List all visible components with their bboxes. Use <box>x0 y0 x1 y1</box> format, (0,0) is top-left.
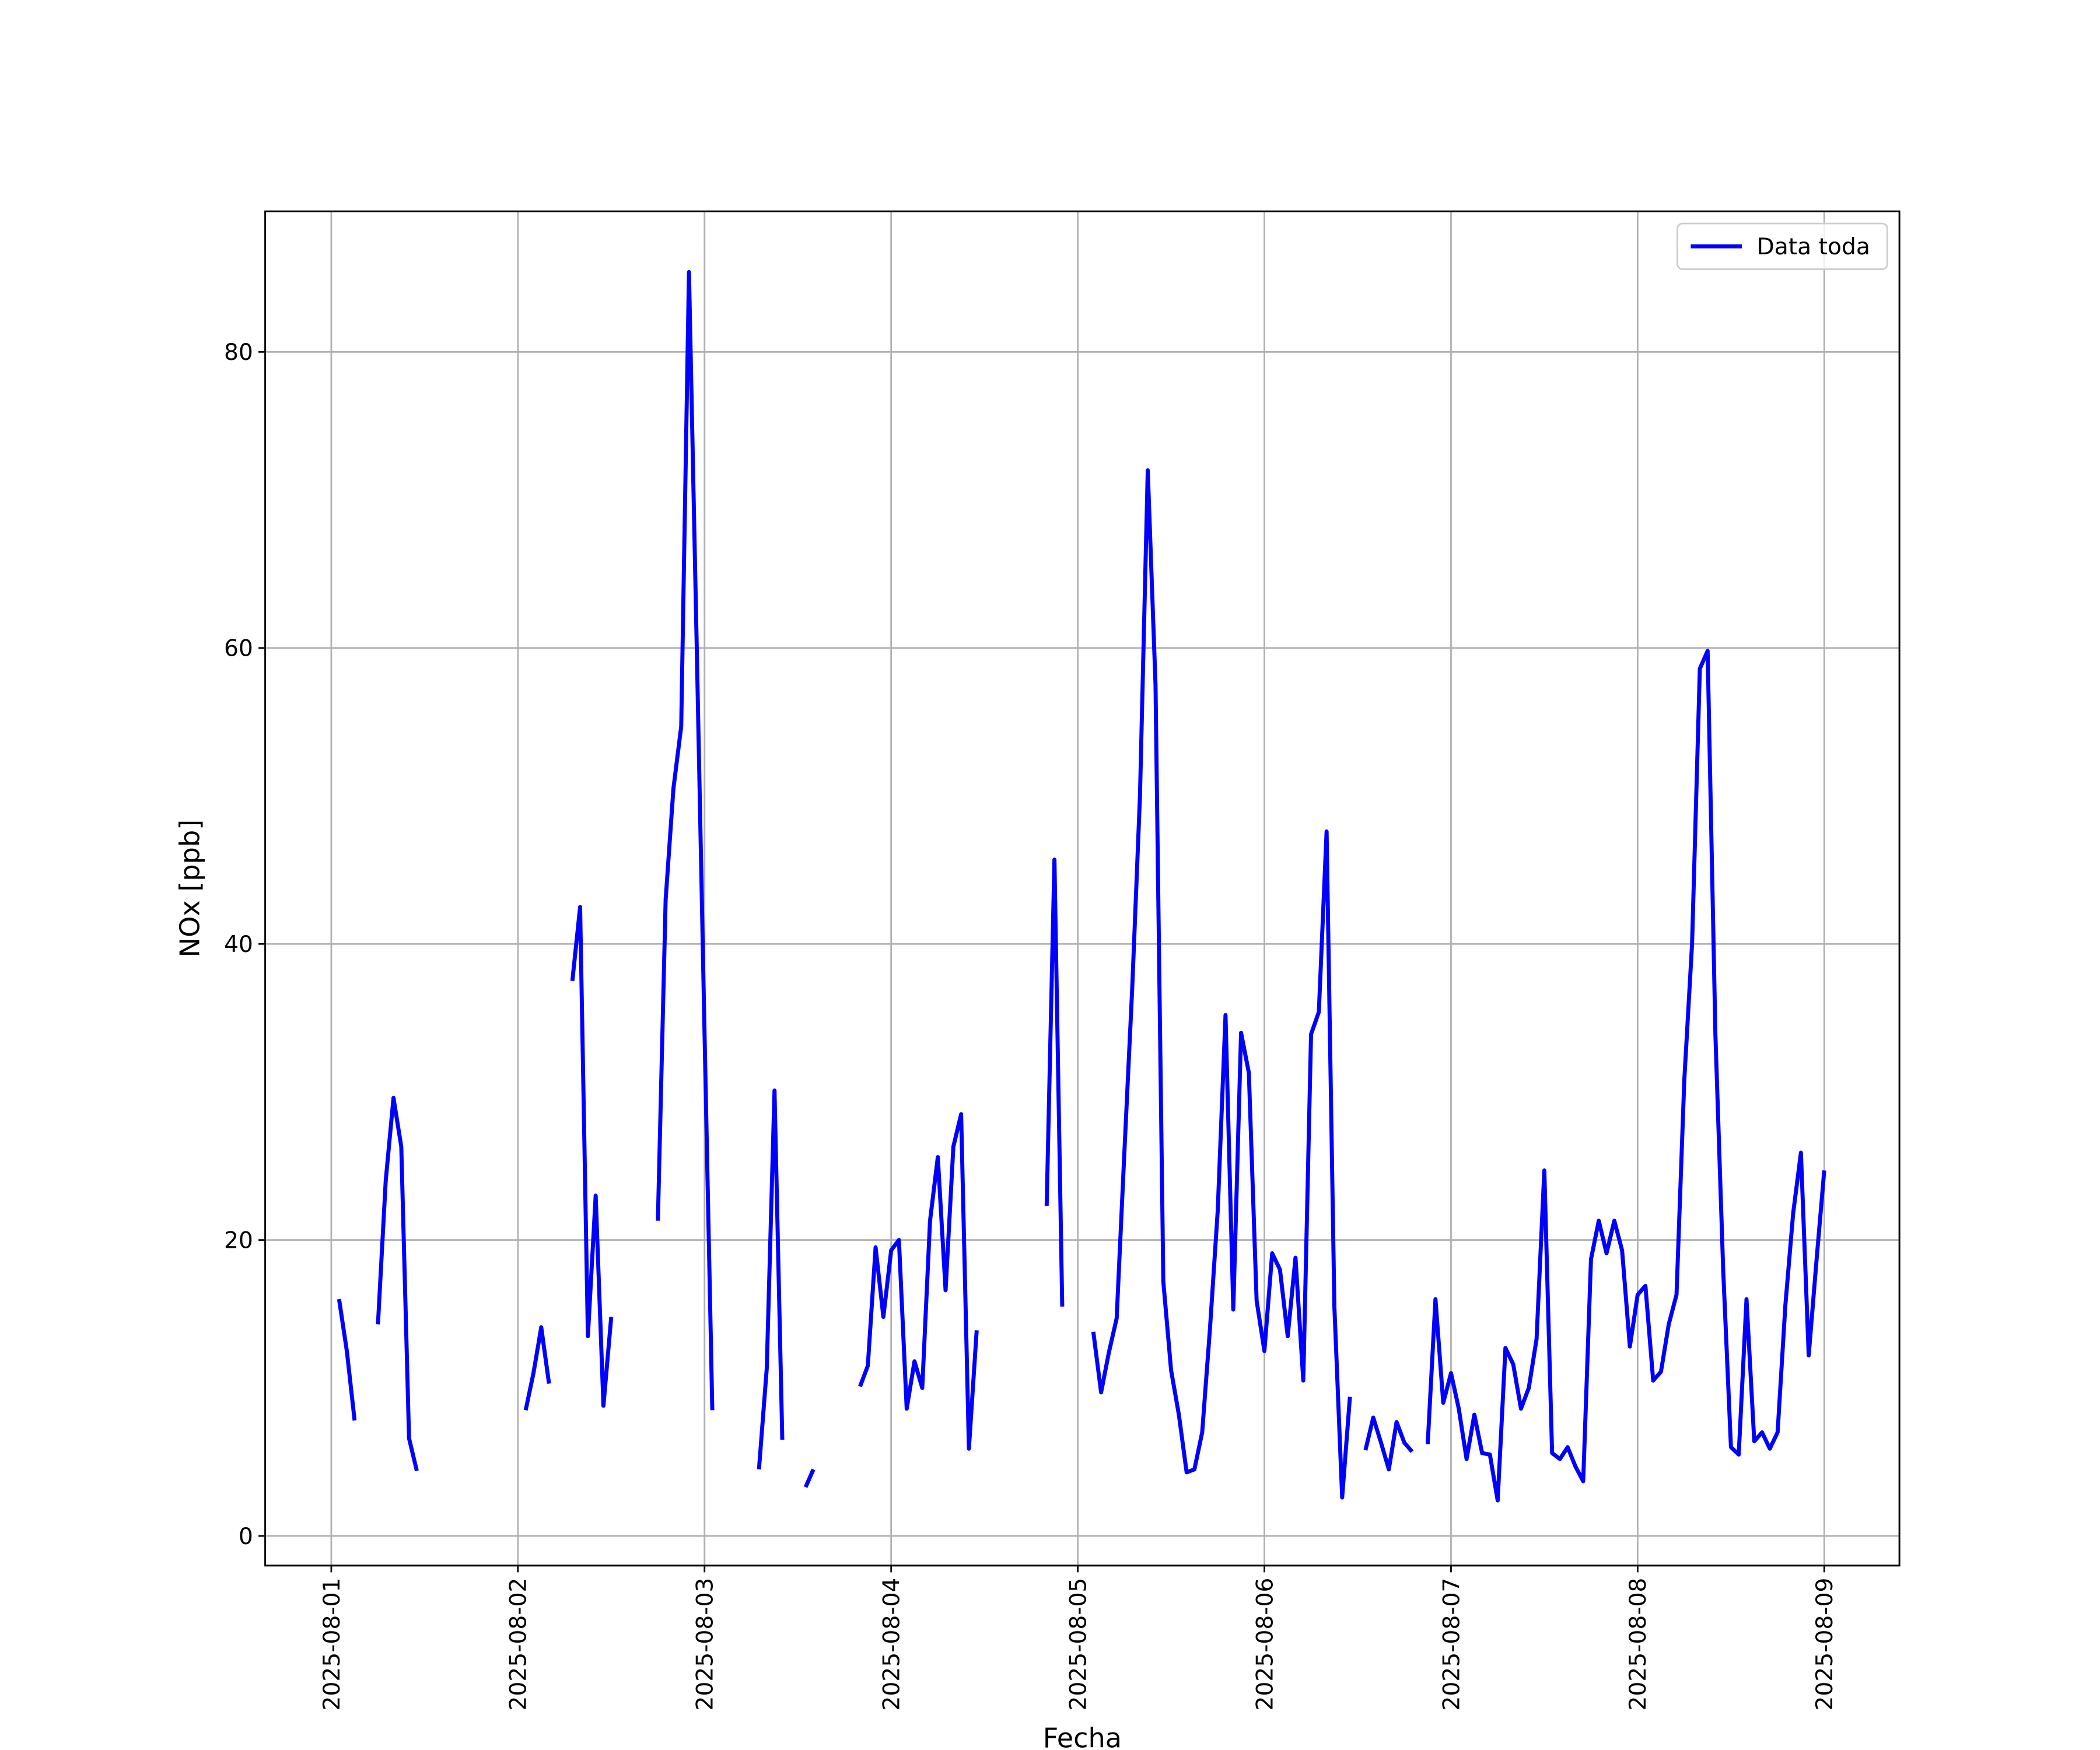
y-axis-label: NOx [ppb] <box>174 820 206 958</box>
marks <box>337 270 1826 1503</box>
x-tick-label: 2025-08-02 <box>506 1578 532 1711</box>
data-line <box>858 1112 979 1451</box>
data-line <box>1426 649 1826 1503</box>
data-line <box>1044 858 1065 1307</box>
x-tick-label: 2025-08-05 <box>1065 1578 1091 1711</box>
y-tick-label: 60 <box>224 636 253 662</box>
data-line <box>376 1096 419 1472</box>
y-tick-label: 20 <box>224 1228 253 1254</box>
y-tick-label: 40 <box>224 932 253 958</box>
x-axis-label: Fecha <box>1043 1722 1122 1750</box>
plot-frame <box>264 210 1901 1567</box>
y-tick-label: 80 <box>224 340 253 366</box>
x-tick-label: 2025-08-09 <box>1812 1578 1838 1711</box>
data-line <box>656 270 715 1410</box>
ticks: 0 20 40 60 80 2025-08-01 2025-08-02 2025-08-03 2… <box>224 340 1838 1710</box>
legend-label: Data toda <box>1757 234 1870 260</box>
x-tick-label: 2025-08-06 <box>1252 1578 1278 1711</box>
x-tick-label: 2025-08-04 <box>879 1578 905 1711</box>
x-tick-label: 2025-08-01 <box>319 1578 345 1711</box>
x-tick-label: 2025-08-08 <box>1625 1578 1651 1711</box>
legend-box <box>1676 222 1888 270</box>
y-tick-label: 0 <box>239 1524 253 1550</box>
data-line <box>803 1468 816 1488</box>
legend: Data toda <box>1676 222 1888 270</box>
data-line <box>570 905 614 1408</box>
data-line <box>523 1325 551 1411</box>
data-line <box>1091 468 1352 1500</box>
x-tick-label: 2025-08-07 <box>1438 1578 1465 1711</box>
data-line <box>337 1298 357 1421</box>
data-line <box>757 1088 785 1470</box>
data-line <box>1363 1415 1414 1472</box>
x-tick-label: 2025-08-03 <box>692 1578 719 1711</box>
